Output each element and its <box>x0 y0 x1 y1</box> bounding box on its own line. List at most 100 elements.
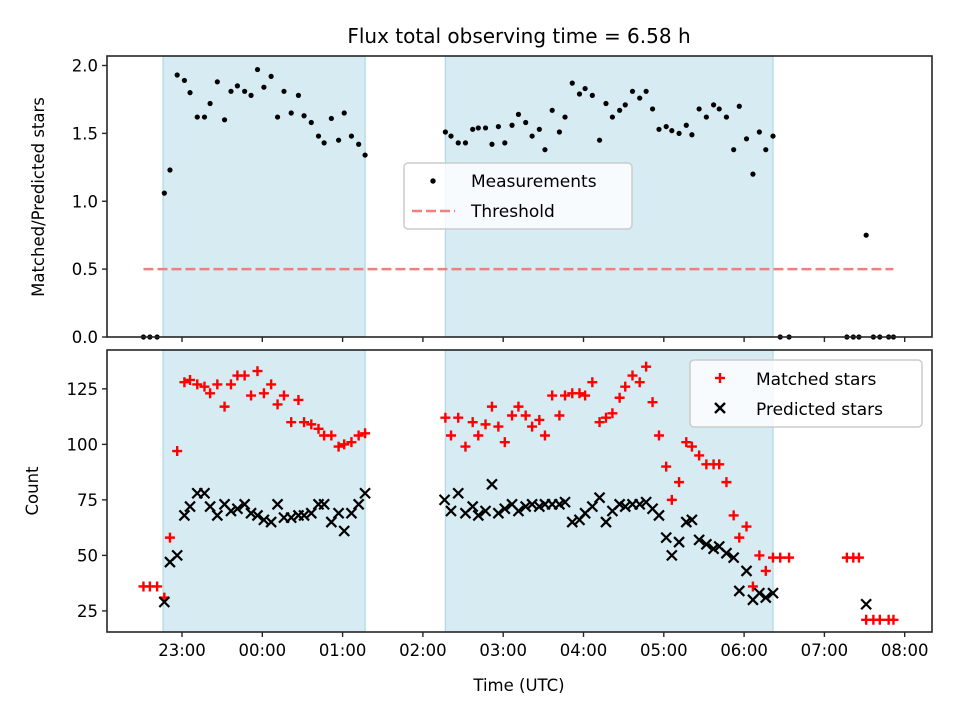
matched-star-point <box>339 439 350 450</box>
measurement-point <box>731 147 737 153</box>
x-tick-label: 05:00 <box>640 641 688 660</box>
measurement-point <box>261 84 267 90</box>
matched-star-point <box>614 392 625 403</box>
predicted-star-point <box>265 516 277 528</box>
measurement-point <box>187 90 193 96</box>
matched-star-point <box>674 477 685 488</box>
measurements-points <box>140 66 897 340</box>
predicted-star-point <box>512 505 525 517</box>
predicted-star-point <box>660 531 672 544</box>
count-legend: Matched stars Predicted stars <box>689 359 923 428</box>
matched-star-point <box>205 388 216 399</box>
matched-star-point <box>661 461 672 472</box>
predicted-star-point <box>158 596 171 608</box>
matched-star-point <box>527 421 538 432</box>
y-tick-label: 1.5 <box>72 124 98 143</box>
predicted-star-point <box>305 507 318 519</box>
measurement-point <box>362 152 368 158</box>
measurement-point <box>723 114 730 120</box>
measurement-point <box>234 83 241 89</box>
matched-star-point <box>741 521 752 532</box>
predicted-star-point <box>211 509 224 522</box>
matched-star-point <box>440 412 451 423</box>
matched-star-point <box>179 377 190 388</box>
predicted-star-point <box>245 507 257 519</box>
measurement-point <box>470 126 476 132</box>
y-tick-label: 50 <box>77 546 98 565</box>
measurement-point <box>703 114 709 120</box>
predicted-star-point <box>499 502 511 515</box>
matched-star-point <box>446 430 457 441</box>
predicted-star-point <box>298 509 310 522</box>
measurement-point <box>603 100 609 107</box>
measurement-point <box>448 133 454 139</box>
matched-star-point <box>346 437 357 448</box>
y-tick-label: 1.0 <box>72 192 98 211</box>
measurement-point <box>308 119 314 126</box>
matched-star-point <box>627 370 638 381</box>
predicted-star-point <box>720 547 733 559</box>
x-tick-label: 02:00 <box>399 641 447 660</box>
predicted-star-point <box>171 549 183 562</box>
predicted-star-point <box>526 498 538 511</box>
measurement-point <box>288 110 294 116</box>
measurement-point <box>549 107 555 113</box>
matched-star-point <box>286 417 297 428</box>
measurement-point <box>617 107 623 113</box>
matched-star-point <box>734 532 745 543</box>
matched-star-point <box>520 410 531 421</box>
matched-star-point <box>293 394 304 405</box>
measurement-point <box>582 85 588 92</box>
measurement-point <box>643 88 649 94</box>
measurement-point <box>221 117 228 123</box>
matched-star-point <box>333 441 344 452</box>
y-tick-label: 75 <box>77 491 98 510</box>
legend-measurements-label: Measurements <box>471 172 597 192</box>
ratio-y-axis-label: Matched/Predicted stars <box>29 97 48 297</box>
legend-matched-marker <box>715 373 725 383</box>
y-tick-label: 125 <box>67 380 99 399</box>
x-tick-label: 00:00 <box>239 641 287 660</box>
predicted-star-point <box>479 505 492 517</box>
matched-star-point <box>874 614 885 625</box>
x-tick-label: 01:00 <box>319 641 367 660</box>
predicted-star-point <box>178 509 191 522</box>
matched-star-point <box>600 412 611 423</box>
matched-star-point <box>172 446 183 457</box>
count-panel-frame <box>106 349 933 633</box>
measurement-point <box>174 72 180 78</box>
measurement-point <box>207 100 213 107</box>
x-tick-label: 06:00 <box>720 641 768 660</box>
matched-star-point <box>212 379 223 390</box>
matched-star-point <box>594 417 605 428</box>
predicted-star-point <box>271 498 284 511</box>
measurement-point <box>356 141 362 147</box>
measurement-point <box>763 147 769 153</box>
matched-star-point <box>507 410 518 421</box>
count-x-ticks: 23:00 00:00 01:00 02:00 03:00 04:00 05:00 06:00… <box>158 632 928 660</box>
measurement-point <box>576 91 583 97</box>
measurement-point <box>181 77 188 84</box>
matched-star-point <box>694 450 705 461</box>
x-axis-label: Time (UTC) <box>472 676 564 695</box>
predicted-star-point <box>359 487 371 499</box>
measurement-point <box>743 136 750 142</box>
measurement-point <box>295 92 302 98</box>
measurement-point <box>629 88 636 94</box>
measurement-point <box>656 126 662 132</box>
matched-star-point <box>747 581 758 592</box>
measurement-point <box>482 125 489 131</box>
matched-star-point <box>499 437 510 448</box>
matched-star-point <box>784 552 795 563</box>
measurement-point <box>281 88 287 94</box>
predicted-star-point <box>452 487 465 499</box>
predicted-star-point <box>860 598 872 611</box>
measurement-point <box>475 125 481 131</box>
shaded-span <box>162 55 366 338</box>
matched-star-point <box>258 388 269 399</box>
matched-star-point <box>647 397 658 408</box>
measurement-point <box>716 106 722 112</box>
x-tick-label: 08:00 <box>881 641 929 660</box>
measurement-point <box>750 171 756 177</box>
predicted-star-point <box>258 514 270 526</box>
